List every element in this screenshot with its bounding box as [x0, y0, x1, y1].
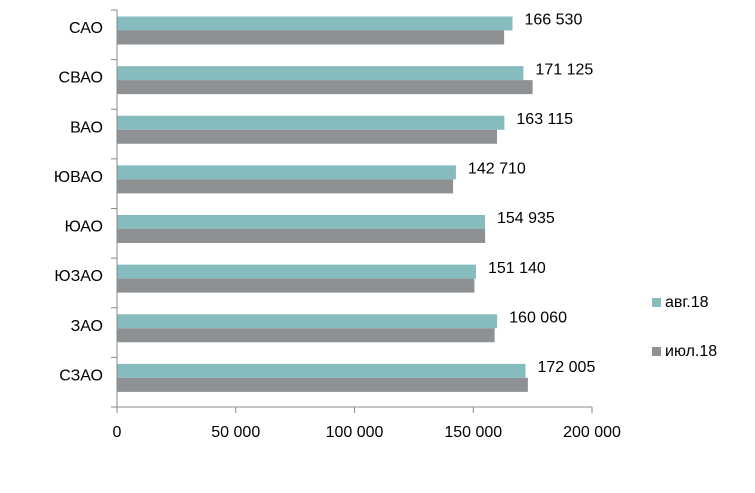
category-label-2: ВАО: [70, 119, 103, 136]
legend-swatch-0: [652, 298, 661, 307]
data-label-aug-2: 163 115: [516, 111, 573, 128]
data-label-aug-7: 172 005: [538, 359, 596, 376]
data-label-aug-3: 142 710: [468, 161, 526, 178]
x-tick-label-3: 150 000: [444, 424, 502, 441]
category-label-6: ЗАО: [71, 318, 103, 335]
bar-jul-6: [117, 328, 495, 343]
category-label-5: ЮЗАО: [54, 268, 103, 285]
bar-jul-2: [117, 129, 497, 144]
data-label-aug-6: 160 060: [509, 309, 567, 326]
legend-label-0: авг.18: [665, 294, 709, 311]
category-label-7: СЗАО: [59, 367, 103, 384]
x-tick-label-0: 0: [113, 424, 122, 441]
category-label-0: САО: [69, 20, 103, 37]
bar-aug-3: [117, 165, 456, 180]
axis-layer: 0 50 000 100 000 150 000 200 000: [111, 9, 621, 441]
bar-jul-1: [117, 80, 533, 95]
legend-label-1: июл.18: [665, 343, 717, 360]
data-label-aug-1: 171 125: [535, 61, 593, 78]
category-label-4: ЮАО: [65, 219, 103, 236]
legend-swatch-1: [652, 347, 661, 356]
bar-jul-7: [117, 377, 528, 392]
bar-aug-1: [117, 66, 524, 81]
x-tick-label-2: 100 000: [326, 424, 384, 441]
x-tick-label-4: 200 000: [563, 424, 621, 441]
bar-jul-4: [117, 229, 486, 243]
labels-layer: САО 166 530 СВАО 171 125 ВАО 163 115 ЮВАО 142 7…: [54, 12, 596, 385]
legend: авг.18 июл.18: [652, 294, 717, 360]
bar-jul-0: [117, 30, 505, 45]
bar-aug-5: [117, 264, 476, 279]
category-label-1: СВАО: [59, 70, 103, 87]
category-label-3: ЮВАО: [54, 169, 103, 186]
bar-aug-7: [117, 363, 526, 378]
x-tick-label-1: 50 000: [211, 424, 260, 441]
bar-aug-2: [117, 115, 505, 130]
data-label-aug-0: 166 530: [525, 12, 583, 29]
bar-aug-4: [117, 215, 485, 229]
data-label-aug-4: 154 935: [497, 210, 555, 227]
bar-aug-6: [117, 314, 498, 329]
bars-layer: [117, 16, 533, 392]
bar-jul-3: [117, 179, 454, 194]
bar-jul-5: [117, 278, 475, 293]
bar-aug-0: [117, 16, 513, 31]
data-label-aug-5: 151 140: [488, 260, 546, 277]
